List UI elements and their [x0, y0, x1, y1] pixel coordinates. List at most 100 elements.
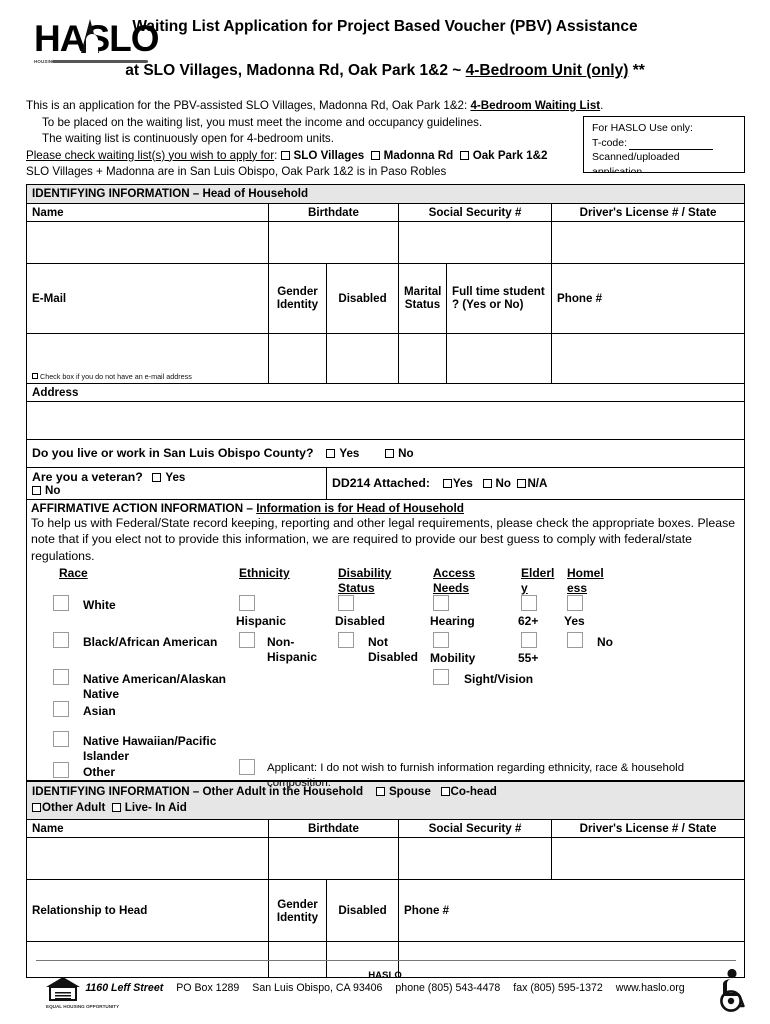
- checkbox-box: [338, 632, 354, 648]
- checkbox-elderly-55[interactable]: [521, 632, 537, 648]
- label-elderly-55: 55+: [518, 651, 539, 665]
- input-disabled-2[interactable]: [326, 941, 399, 978]
- table-row-address-label: Address: [25, 382, 746, 402]
- label-race-other: Other: [83, 765, 116, 779]
- input-phone[interactable]: [550, 332, 746, 384]
- checkbox-spouse[interactable]: [375, 787, 385, 796]
- table-row-headers-2: E-Mail Gender Identity Disabled Marital …: [26, 262, 746, 334]
- input-drivers-license[interactable]: [550, 220, 746, 264]
- aa-col-header-access-l1: Access: [433, 566, 476, 580]
- footer-divider: [36, 960, 736, 962]
- checkbox-county-yes[interactable]: [326, 449, 336, 458]
- checkbox-slo-villages[interactable]: [280, 150, 290, 160]
- label-live-in-aid: Live- In Aid: [124, 801, 187, 814]
- haslo-box-scanned-label: Scanned/uploaded: [592, 151, 680, 163]
- checkbox-box: [521, 632, 537, 648]
- checkbox-race-native-american[interactable]: [53, 669, 69, 685]
- checkbox-race-asian[interactable]: [53, 701, 69, 717]
- intro-line1-emphasis: 4-Bedroom Waiting List: [470, 99, 601, 112]
- footer-address: 1160 Leff Street: [85, 982, 164, 994]
- input-phone-2[interactable]: [398, 941, 745, 978]
- aa-title-prefix: AFFIRMATIVE ACTION INFORMATION –: [31, 500, 257, 515]
- checkbox-dd214-yes[interactable]: [442, 479, 452, 488]
- checkbox-box: [433, 595, 449, 611]
- checkbox-county-no[interactable]: [385, 449, 395, 458]
- table-row-county-question: Do you live or work in San Luis Obispo C…: [25, 438, 746, 468]
- haslo-box-tcode-row: T-code:: [592, 136, 738, 150]
- checkbox-other-adult[interactable]: [32, 803, 41, 812]
- logo-underline-swish: [52, 60, 148, 63]
- table-row-address-input: [25, 400, 746, 440]
- checkbox-race-native-hawaiian[interactable]: [53, 731, 69, 747]
- email-optout-row[interactable]: Check box if you do not have an e-mail a…: [32, 372, 263, 381]
- table-row-veteran: Are you a veteran? Yes No DD214 Attached…: [26, 466, 746, 500]
- aa-title-emphasis: Information is for Head of Household: [256, 500, 464, 515]
- checkbox-box: [567, 595, 583, 611]
- aa-col-header-disability-l2: Status: [338, 581, 375, 595]
- checkbox-live-in-aid[interactable]: [111, 803, 121, 812]
- checkbox-access-mobility[interactable]: [433, 632, 449, 648]
- checkbox-veteran-yes[interactable]: [152, 472, 162, 482]
- checkbox-race-black[interactable]: [53, 632, 69, 648]
- input-disabled[interactable]: [326, 332, 399, 384]
- label-address: Address: [25, 382, 746, 402]
- tcode-input[interactable]: [629, 139, 714, 150]
- input-drivers-license-2[interactable]: [551, 837, 745, 880]
- house-icon: EQUAL HOUSING OPPORTUNITY: [46, 977, 119, 1009]
- checkbox-race-white[interactable]: [53, 595, 69, 611]
- input-gender-identity[interactable]: [268, 332, 327, 384]
- checkbox-access-hearing[interactable]: [433, 595, 449, 611]
- checkbox-disability-disabled[interactable]: [338, 595, 354, 611]
- aa-col-header-homeless-l2: ess: [567, 581, 588, 595]
- input-birthdate-2[interactable]: [268, 837, 399, 880]
- label-access-sight-vision: Sight/Vision: [464, 672, 534, 686]
- col-header-gender-identity: Gender Identity: [268, 262, 327, 334]
- input-ssn-2[interactable]: [398, 837, 552, 880]
- checkbox-homeless-no[interactable]: [567, 632, 583, 648]
- input-birthdate[interactable]: [268, 220, 399, 264]
- label-slo-villages: SLO Villages: [293, 148, 365, 162]
- checkbox-veteran-no[interactable]: [32, 485, 41, 495]
- col-header-phone: Phone #: [550, 262, 746, 334]
- wheelchair-accessibility-icon: [720, 968, 745, 1012]
- checkbox-decline-info[interactable]: [239, 759, 255, 775]
- input-marital-status[interactable]: [398, 332, 447, 384]
- col-header-birthdate-2: Birthdate: [268, 819, 399, 838]
- label-veteran-no: No: [45, 483, 61, 497]
- input-full-time-student[interactable]: [446, 332, 552, 384]
- col-header-gender-identity-2: Gender Identity: [268, 879, 327, 942]
- checkbox-access-sight-vision[interactable]: [433, 669, 449, 685]
- input-email[interactable]: Check box if you do not have an e-mail a…: [26, 332, 269, 384]
- checkbox-cohead[interactable]: [440, 787, 450, 796]
- aa-col-header-homeless-l1: Homel: [567, 566, 604, 580]
- checkbox-race-other[interactable]: [53, 762, 69, 778]
- table-row-inputs-2: [26, 941, 745, 978]
- checkbox-madonna-rd[interactable]: [370, 150, 380, 160]
- input-address[interactable]: [25, 400, 746, 440]
- input-gender-identity-2[interactable]: [268, 941, 327, 978]
- label-race-black: Black/African American: [83, 635, 218, 649]
- input-ssn[interactable]: [398, 220, 552, 264]
- checkbox-no-email[interactable]: [32, 372, 38, 379]
- checkbox-oak-park[interactable]: [459, 150, 469, 160]
- footer-website[interactable]: www.haslo.org: [615, 982, 685, 994]
- checkbox-ethnicity-non-hispanic[interactable]: [239, 632, 255, 648]
- label-access-mobility: Mobility: [430, 651, 476, 665]
- label-spouse: Spouse: [388, 785, 431, 798]
- table-row-headers-2: Relationship to Head Gender Identity Dis…: [26, 879, 745, 942]
- for-haslo-use-only-box: For HASLO Use only: T-code: Scanned/uplo…: [583, 116, 745, 173]
- input-name[interactable]: [26, 220, 269, 264]
- input-relationship[interactable]: [26, 941, 269, 978]
- input-name-2[interactable]: [26, 837, 269, 880]
- checkbox-homeless-yes[interactable]: [567, 595, 583, 611]
- checkbox-dd214-no[interactable]: [482, 479, 492, 488]
- col-header-ssn: Social Security #: [398, 202, 552, 222]
- checkbox-disability-not-disabled[interactable]: [338, 632, 354, 648]
- table-row-headers: Name Birthdate Social Security # Driver'…: [26, 819, 745, 838]
- intro-line-5: SLO Villages + Madonna are in San Luis O…: [26, 165, 447, 178]
- checkbox-elderly-62[interactable]: [521, 595, 537, 611]
- checkbox-ethnicity-hispanic[interactable]: [239, 595, 255, 611]
- lighthouse-arch-icon: [86, 34, 98, 56]
- document-footer: HASLO EQUAL HOUSING OPPORTUNITY 1160 Lef…: [0, 954, 770, 1024]
- checkbox-dd214-na[interactable]: [517, 479, 527, 488]
